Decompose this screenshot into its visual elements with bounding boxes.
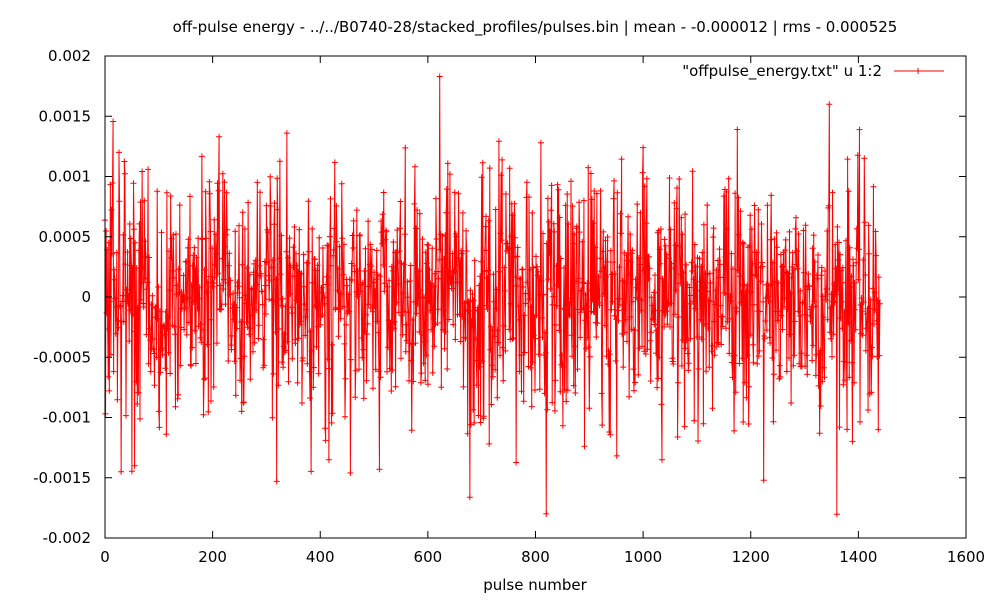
x-tick-label: 0 xyxy=(100,548,110,566)
x-tick-label: 200 xyxy=(198,548,227,566)
y-tick-label: 0.001 xyxy=(48,168,91,186)
legend: "offpulse_energy.txt" u 1:2 xyxy=(682,62,944,81)
x-tick-label: 1200 xyxy=(732,548,770,566)
legend-marker xyxy=(915,68,921,74)
axes-layer: 0 200 400 600 800 1000 1200 1400 1600 -0.002 -0.00… xyxy=(33,47,985,566)
y-tick-label: 0.0015 xyxy=(39,107,92,125)
y-tick-label: -0.002 xyxy=(43,529,91,547)
series-layer xyxy=(102,73,883,518)
legend-label: "offpulse_energy.txt" u 1:2 xyxy=(682,62,882,81)
x-axis-label: pulse number xyxy=(483,576,587,594)
y-tick-label: -0.0015 xyxy=(33,469,91,487)
x-tick-label: 1600 xyxy=(947,548,985,566)
x-tick-label: 1000 xyxy=(624,548,662,566)
x-tick-label: 800 xyxy=(521,548,550,566)
x-tick-label: 400 xyxy=(306,548,335,566)
x-tick-label: 1400 xyxy=(839,548,877,566)
x-tick-label: 600 xyxy=(414,548,443,566)
series-line xyxy=(104,76,881,515)
y-tick-label: 0.0005 xyxy=(39,228,92,246)
chart-title: off-pulse energy - ../../B0740-28/stacke… xyxy=(173,18,898,37)
y-tick-label: 0.002 xyxy=(48,47,91,65)
y-tick-label: -0.0005 xyxy=(33,348,91,366)
y-tick-label: 0 xyxy=(81,288,91,306)
y-tick-label: -0.001 xyxy=(43,409,91,427)
